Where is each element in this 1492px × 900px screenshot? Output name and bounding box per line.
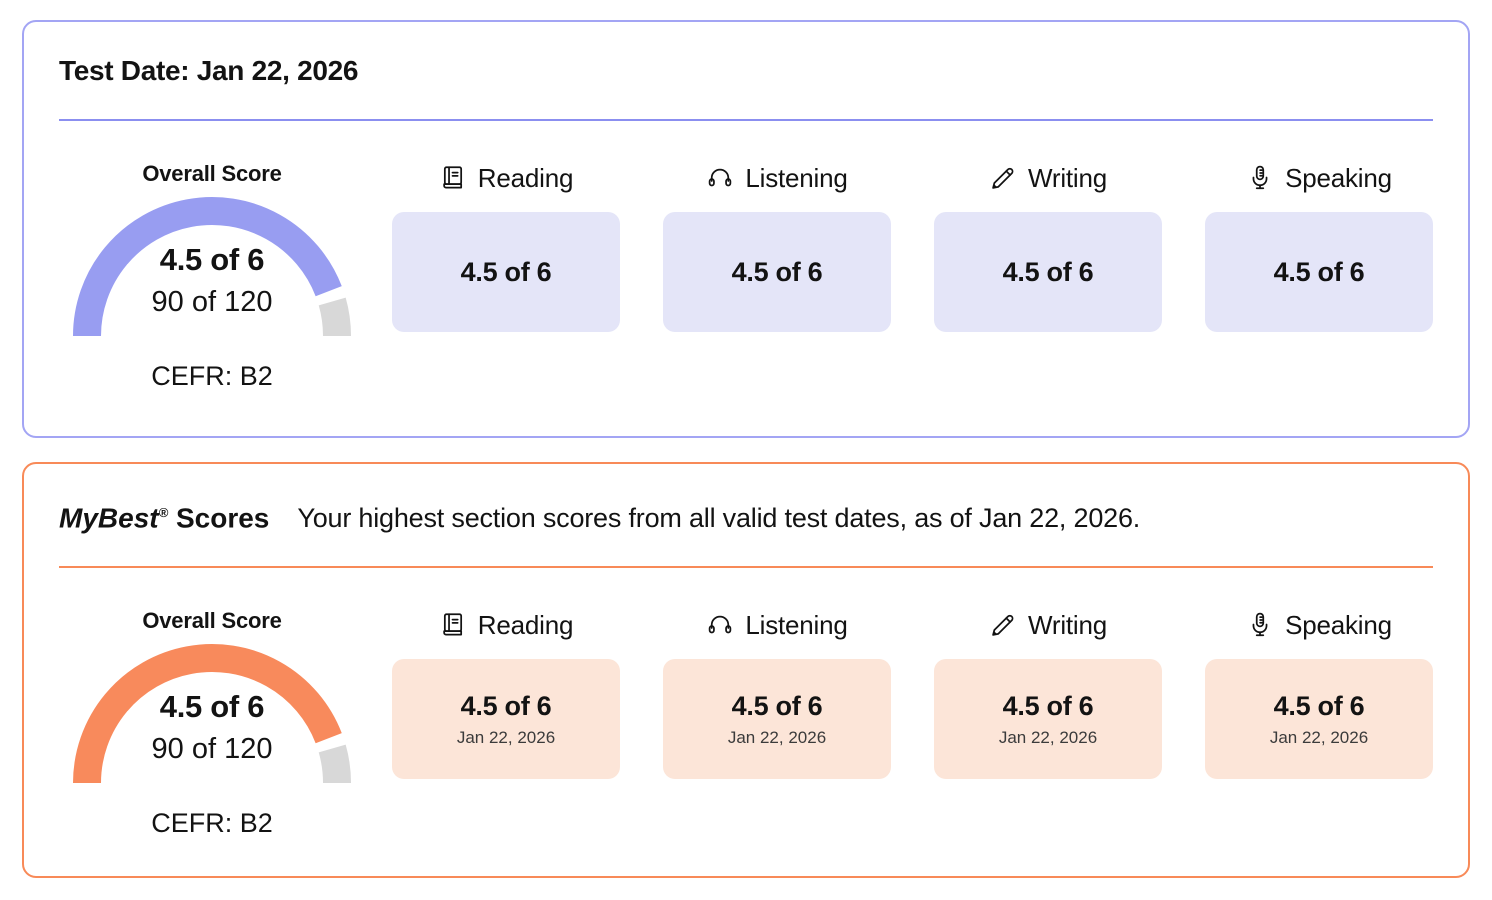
gauge-arc-icon — [73, 197, 352, 346]
section-speaking-header: Speaking — [1205, 608, 1433, 642]
overall-score-gauge: 4.5 of 6 90 of 120 — [72, 643, 352, 793]
section-speaking: Speaking 4.5 of 6 — [1205, 161, 1433, 392]
mybest-content: Overall Score 4.5 of 6 90 of 120 CEFR: B… — [59, 608, 1433, 839]
pencil-icon — [992, 615, 1014, 637]
section-label: Reading — [477, 162, 574, 193]
section-writing: Writing 4.5 of 6 — [934, 161, 1162, 392]
section-score-date: Jan 22, 2026 — [1269, 727, 1369, 747]
section-speaking: Speaking 4.5 of 6 Jan 22, 2026 — [1205, 608, 1433, 839]
gauge-arc-icon — [73, 644, 352, 793]
cefr-level: CEFR: B2 — [151, 361, 273, 391]
headphones-icon — [709, 616, 732, 634]
section-score-date: Jan 22, 2026 — [998, 727, 1098, 747]
section-listening: Listening 4.5 of 6 — [663, 161, 891, 392]
section-listening-score-box: 4.5 of 6 — [663, 212, 891, 332]
overall-score-gauge: 4.5 of 6 90 of 120 — [72, 196, 352, 346]
section-reading-score-box: 4.5 of 6 — [392, 212, 620, 332]
overall-score-value: 4.5 of 6 — [159, 242, 265, 277]
section-speaking-header: Speaking — [1205, 161, 1433, 195]
section-score: 4.5 of 6 — [460, 256, 552, 287]
headphones-icon — [709, 168, 732, 187]
section-label: Reading — [477, 609, 574, 640]
overall-score-panel: Overall Score 4.5 of 6 90 of 120 CEFR: B… — [59, 161, 365, 392]
section-reading-header: Reading — [392, 161, 620, 195]
overall-points-value: 90 of 120 — [151, 286, 273, 318]
section-score-date: Jan 22, 2026 — [727, 727, 827, 747]
section-score: 4.5 of 6 — [1002, 690, 1094, 721]
section-score: 4.5 of 6 — [731, 256, 823, 287]
pencil-icon — [992, 167, 1014, 189]
section-label: Writing — [1027, 609, 1108, 640]
section-reading: Reading 4.5 of 6 Jan 22, 2026 — [392, 608, 620, 839]
divider — [59, 566, 1433, 569]
book-icon — [443, 613, 462, 636]
section-speaking-score-box: 4.5 of 6 Jan 22, 2026 — [1205, 659, 1433, 780]
registered-mark: ® — [158, 505, 169, 520]
section-label: Speaking — [1285, 609, 1392, 640]
overall-score-value: 4.5 of 6 — [159, 689, 265, 725]
section-label: Speaking — [1285, 162, 1392, 193]
section-score-date: Jan 22, 2026 — [456, 727, 556, 747]
overall-score-panel: Overall Score 4.5 of 6 90 of 120 CEFR: B… — [59, 608, 365, 839]
section-score: 4.5 of 6 — [1273, 256, 1365, 287]
section-reading-score-box: 4.5 of 6 Jan 22, 2026 — [392, 659, 620, 780]
section-listening-header: Listening — [663, 608, 891, 642]
section-speaking-score-box: 4.5 of 6 — [1205, 212, 1433, 332]
section-scores: Reading 4.5 of 6 Listening 4.5 of 6 — [392, 161, 1433, 392]
overall-points-value: 90 of 120 — [151, 733, 273, 766]
overall-score-label: Overall Score — [142, 608, 282, 634]
section-writing-header: Writing — [934, 161, 1162, 195]
section-reading: Reading 4.5 of 6 — [392, 161, 620, 392]
book-icon — [443, 166, 462, 189]
mybest-subtitle: Your highest section scores from all val… — [297, 503, 1141, 534]
section-listening: Listening 4.5 of 6 Jan 22, 2026 — [663, 608, 891, 839]
section-label: Writing — [1027, 162, 1108, 193]
mybest-title: MyBest® Scores — [59, 497, 269, 534]
mybest-title-rest: Scores — [175, 502, 270, 534]
section-reading-header: Reading — [392, 608, 620, 642]
divider — [59, 119, 1433, 121]
section-score: 4.5 of 6 — [460, 690, 552, 721]
section-score: 4.5 of 6 — [1002, 256, 1094, 287]
test-date-title: Test Date: Jan 22, 2026 — [59, 55, 359, 86]
overall-score-label: Overall Score — [142, 161, 282, 186]
section-listening-score-box: 4.5 of 6 Jan 22, 2026 — [663, 659, 891, 780]
section-writing: Writing 4.5 of 6 Jan 22, 2026 — [934, 608, 1162, 839]
microphone-icon — [1252, 165, 1268, 190]
test-date-card: Test Date: Jan 22, 2026 Overall Score 4.… — [22, 20, 1470, 438]
mybest-brand: MyBest — [59, 502, 159, 534]
section-score: 4.5 of 6 — [731, 690, 823, 721]
section-writing-score-box: 4.5 of 6 Jan 22, 2026 — [934, 659, 1162, 780]
cefr-level: CEFR: B2 — [151, 808, 273, 839]
section-writing-score-box: 4.5 of 6 — [934, 212, 1162, 332]
section-writing-header: Writing — [934, 608, 1162, 642]
mybest-scores-card: MyBest® Scores Your highest section scor… — [22, 462, 1470, 878]
test-date-content: Overall Score 4.5 of 6 90 of 120 CEFR: B… — [59, 161, 1433, 392]
section-scores: Reading 4.5 of 6 Jan 22, 2026 Listening … — [392, 608, 1433, 839]
microphone-icon — [1252, 613, 1268, 637]
section-score: 4.5 of 6 — [1273, 690, 1365, 721]
section-label: Listening — [745, 162, 848, 193]
section-label: Listening — [745, 609, 848, 640]
mybest-title-row: MyBest® Scores Your highest section scor… — [59, 497, 1433, 534]
section-listening-header: Listening — [663, 161, 891, 195]
